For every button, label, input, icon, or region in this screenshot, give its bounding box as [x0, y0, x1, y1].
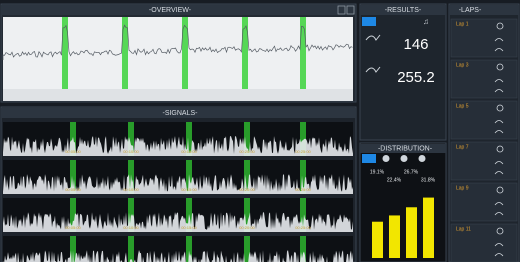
time-label: 00:20:00: [239, 149, 255, 154]
overview-axis: [3, 89, 353, 101]
result-value: 255.2: [397, 69, 435, 86]
laps-title: -LAPS-: [459, 7, 482, 14]
distribution-tab[interactable]: [383, 155, 390, 162]
signals-title: -SIGNALS-: [162, 110, 198, 117]
app-window: -OVERVIEW- 00:00:0000:10:0000:20:0000:30…: [0, 0, 520, 262]
lap-name: Lap 9: [456, 185, 469, 191]
time-label: 00:15:00: [181, 149, 197, 154]
bar: [389, 215, 400, 258]
time-label: 00:10:00: [123, 187, 139, 192]
time-label: 00:20:00: [239, 187, 255, 192]
time-label: 00:05:00: [65, 149, 81, 154]
bar: [372, 222, 383, 258]
lap-name: Lap 3: [456, 62, 469, 68]
lap-name: Lap 5: [456, 103, 469, 109]
time-label: 00:15:00: [181, 187, 197, 192]
distribution-title: -DISTRIBUTION-: [378, 145, 433, 152]
value-label: 26.7%: [404, 169, 419, 175]
value-label: 19.1%: [370, 169, 385, 175]
overview-title: -OVERVIEW-: [149, 7, 192, 14]
distribution-tab[interactable]: [419, 155, 426, 162]
lap-name: Lap 7: [456, 144, 469, 150]
time-label: 00:25:00: [295, 149, 311, 154]
lap-name: Lap 11: [456, 226, 471, 232]
time-label: 00:10:00: [123, 225, 139, 230]
lap-marker: [300, 17, 306, 89]
time-label: 00:10:00: [123, 149, 139, 154]
value-label: 31.8%: [421, 177, 436, 183]
time-label: 00:25:00: [295, 225, 311, 230]
results-tab-active[interactable]: [362, 17, 376, 26]
lap-marker: [128, 236, 134, 262]
time-label: 00:05:00: [65, 187, 81, 192]
time-label: 00:25:00: [295, 187, 311, 192]
result-value: 146: [403, 36, 428, 53]
time-label: 00:05:00: [65, 225, 81, 230]
bar: [406, 207, 417, 258]
time-label: 00:15:00: [181, 225, 197, 230]
lap-marker: [182, 17, 188, 89]
distribution-tab[interactable]: [401, 155, 408, 162]
distribution-tab-active[interactable]: [362, 154, 376, 163]
lap-name: Lap 1: [456, 21, 469, 27]
bar: [423, 198, 434, 258]
time-label: 00:20:00: [239, 225, 255, 230]
music-icon[interactable]: ♫: [423, 17, 429, 26]
results-title: -RESULTS-: [385, 7, 422, 14]
value-label: 22.4%: [387, 177, 402, 183]
